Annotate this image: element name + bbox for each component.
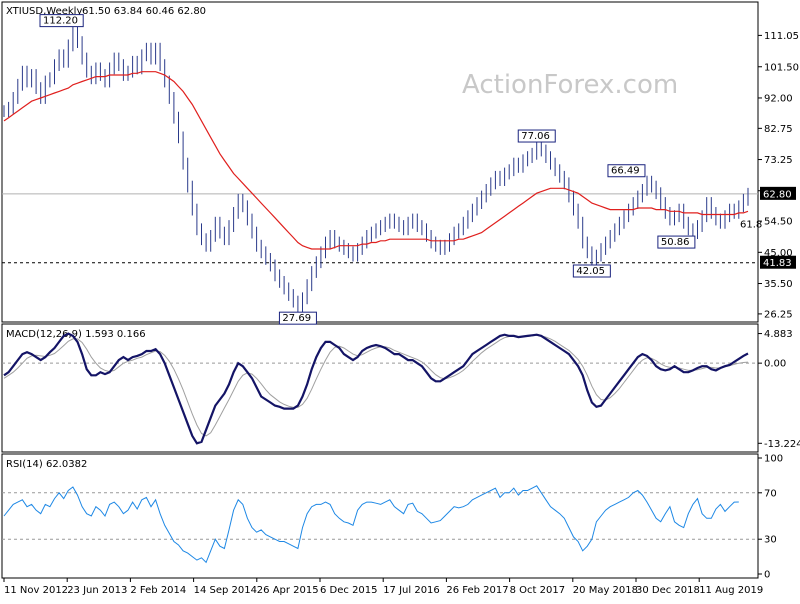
annotation-box — [572, 264, 611, 278]
rsi-panel — [1, 453, 759, 579]
macd-series-layer — [2, 332, 758, 445]
x-axis: 11 Nov 2012 23 Jun 2013 2 Feb 2014 14 Sep 2… — [3, 578, 763, 596]
rsi-y-tick-label: 0 — [764, 570, 770, 581]
price-ohlc: 61.50 63.84 60.46 62.80 — [82, 6, 206, 17]
annotation-label: 50.86 — [661, 237, 690, 248]
watermark: ActionForex.com — [462, 70, 678, 100]
x-tick-label: 6 Dec 2015 — [320, 585, 378, 596]
price-panel — [1, 1, 759, 323]
x-tick-label: 2 Feb 2014 — [130, 585, 186, 596]
annotation-label: 77.06 — [521, 131, 550, 142]
price-y-tick-label: 26.25 — [764, 309, 793, 320]
x-tick-label: 26 Feb 2017 — [446, 585, 508, 596]
price-y-tick-label: 73.25 — [764, 155, 793, 166]
support-label: 41.83 — [763, 258, 792, 269]
x-tick-label: 23 Jun 2013 — [67, 585, 127, 596]
support-label-box — [760, 255, 796, 269]
macd-title: MACD(12,26,9) 1.593 0.166 — [6, 329, 146, 340]
annotation-box — [657, 235, 696, 249]
x-tick-label: 8 Oct 2017 — [510, 585, 565, 596]
macd-line — [3, 332, 749, 445]
x-tick-label: 11 Aug 2019 — [699, 585, 763, 596]
x-tick-label: 14 Sep 2014 — [194, 585, 257, 596]
x-tick-label: 17 Jul 2016 — [383, 585, 440, 596]
price-reference-lines — [2, 193, 758, 264]
macd-panel — [1, 323, 759, 453]
annotation-label: 66.49 — [611, 166, 640, 177]
moving-average-line — [3, 71, 749, 250]
current-price-label-box — [760, 186, 796, 200]
rsi-y-tick-label: 100 — [764, 454, 783, 465]
fib-label: 61.8 — [740, 220, 762, 231]
price-y-tick-label: 111.05 — [764, 31, 799, 42]
x-tick-label: 30 Dec 2018 — [636, 585, 700, 596]
price-y-tick-label: 35.50 — [764, 279, 793, 290]
annotation-box — [39, 14, 84, 28]
rsi-series-layer — [2, 485, 758, 564]
macd-y-tick-label: 4.883 — [764, 329, 793, 340]
annotation-label: 27.69 — [282, 313, 311, 324]
price-y-tick-label: 92.00 — [764, 93, 793, 104]
price-y-axis: 111.05101.5092.0082.7573.2563.7554.5045.… — [758, 31, 799, 320]
price-title: XTIUSD,Weekly — [6, 6, 82, 17]
x-tick-label: 20 May 2018 — [573, 585, 638, 596]
macd-y-tick-label: -13.224 — [764, 439, 800, 450]
rsi-y-tick-label: 70 — [764, 488, 777, 499]
annotation-label: 112.20 — [43, 16, 78, 27]
rsi-y-tick-label: 30 — [764, 535, 777, 546]
price-y-tick-label: 54.50 — [764, 217, 793, 228]
rsi-y-axis: 100 70 30 0 — [758, 454, 783, 581]
annotation-label: 42.05 — [576, 266, 605, 277]
annotation-box — [607, 164, 646, 178]
price-series-layer — [3, 25, 749, 316]
annotation-box — [517, 129, 556, 143]
price-y-tick-label: 82.75 — [764, 124, 793, 135]
current-price-label: 62.80 — [763, 189, 792, 200]
price-y-tick-label: 101.50 — [764, 62, 799, 73]
annotation-box — [278, 311, 317, 325]
macd-y-tick-label: 0.00 — [764, 359, 786, 370]
price-annotations: 61.8 112.20 27.69 77.06 66.49 50.86 42.05 — [39, 14, 762, 325]
x-tick-label: 26 Apr 2015 — [257, 585, 319, 596]
rsi-line — [3, 485, 739, 564]
price-y-tick-label: 45.00 — [764, 248, 793, 259]
macd-y-axis: 4.883 0.00 -13.224 — [758, 329, 800, 450]
rsi-title: RSI(14) 62.0382 — [6, 459, 87, 470]
x-tick-label: 11 Nov 2012 — [4, 585, 68, 596]
